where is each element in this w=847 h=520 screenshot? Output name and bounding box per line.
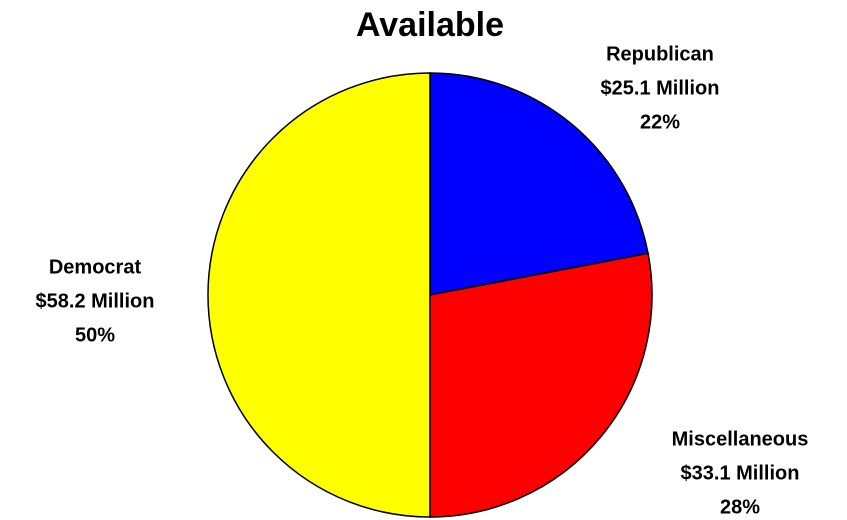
pie-slice	[429, 72, 649, 296]
slice-amount: $25.1 Million	[601, 77, 720, 99]
pie-slice	[429, 252, 653, 518]
slice-name: Democrat	[49, 256, 142, 278]
slice-amount: $58.2 Million	[36, 290, 155, 312]
pie-slice	[207, 72, 431, 518]
slice-name: Miscellaneous	[672, 428, 809, 450]
slice-amount: $33.1 Million	[681, 462, 800, 484]
slice-percent: 28%	[720, 496, 760, 518]
slice-percent: 50%	[75, 324, 115, 346]
slice-percent: 22%	[640, 111, 680, 133]
slice-name: Republican	[606, 43, 714, 65]
chart-title: Available	[356, 6, 504, 44]
